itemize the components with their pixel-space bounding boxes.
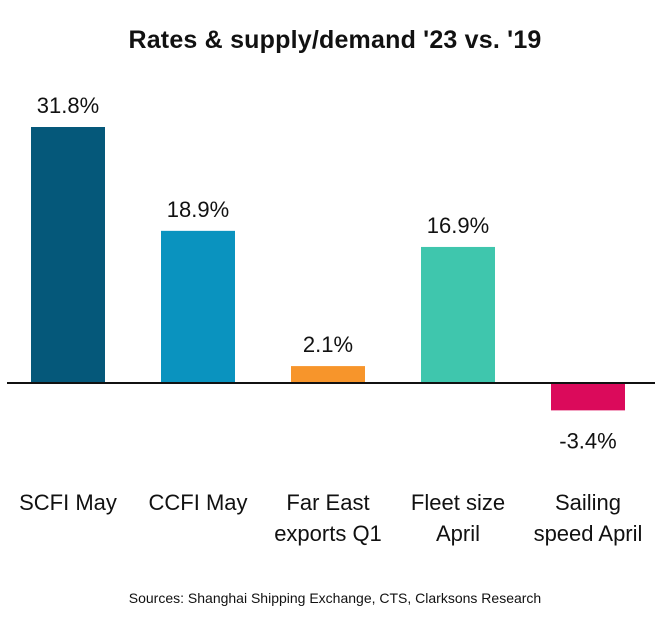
data-label: 16.9%: [427, 213, 489, 238]
bar: [421, 246, 495, 383]
data-label: 18.9%: [167, 197, 229, 222]
bar: [161, 230, 235, 383]
category-label: speed April: [534, 521, 643, 546]
category-label: exports Q1: [274, 521, 382, 546]
data-label: 2.1%: [303, 332, 353, 357]
bars-group: [31, 127, 625, 411]
bar: [551, 383, 625, 411]
category-label: SCFI May: [19, 490, 117, 515]
category-label: CCFI May: [149, 490, 248, 515]
bar: [31, 127, 105, 383]
value-labels-group: 31.8% 18.9% 2.1% 16.9% -3.4%: [37, 93, 617, 453]
category-labels-group: SCFI May CCFI May Far East exports Q1 Fleet …: [19, 490, 642, 546]
data-label: -3.4%: [559, 428, 616, 453]
data-label: 31.8%: [37, 93, 99, 118]
bar: [291, 366, 365, 383]
category-label: Fleet size: [411, 490, 505, 515]
category-label: Sailing: [555, 490, 621, 515]
chart-title: Rates & supply/demand '23 vs. '19: [128, 26, 542, 54]
category-label: April: [436, 521, 480, 546]
category-label: Far East: [286, 490, 369, 515]
source-note: Sources: Shanghai Shipping Exchange, CTS…: [128, 590, 542, 606]
